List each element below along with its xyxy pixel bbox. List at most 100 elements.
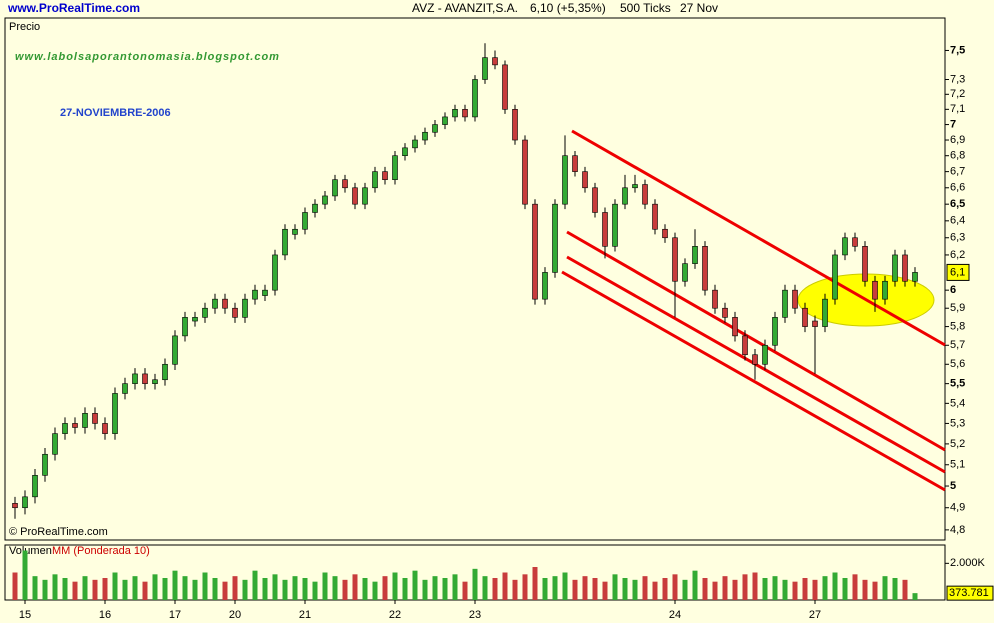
candle xyxy=(482,43,488,84)
candle xyxy=(472,75,478,122)
candle-body xyxy=(292,228,298,235)
y-tick-label: 5,9 xyxy=(950,302,965,314)
candle xyxy=(172,330,178,371)
candle-body xyxy=(522,139,528,205)
candle xyxy=(412,135,418,153)
candle-body xyxy=(582,171,588,189)
candle xyxy=(22,490,28,515)
candle xyxy=(772,311,778,351)
volume-bar xyxy=(372,581,378,600)
volume-bar xyxy=(582,576,588,600)
candle-body xyxy=(102,423,108,434)
x-tick-label: 15 xyxy=(19,609,31,621)
volume-bar xyxy=(382,576,388,600)
candle-body xyxy=(122,383,128,394)
candle-body xyxy=(702,246,708,291)
y-tick-label: 7,2 xyxy=(950,88,965,100)
candle xyxy=(402,143,408,161)
candle-body xyxy=(782,289,788,318)
volume-title: Volumen xyxy=(9,545,52,557)
candle xyxy=(702,241,708,296)
volume-bar xyxy=(302,578,308,600)
candle xyxy=(602,207,608,259)
candle xyxy=(422,127,428,145)
volume-bar xyxy=(792,581,798,600)
candle-body xyxy=(642,184,648,205)
candle xyxy=(902,249,908,287)
volume-bar xyxy=(622,578,628,600)
site: www.ProRealTime.com xyxy=(7,1,140,15)
y-tick-label: 5,6 xyxy=(950,358,965,370)
candle xyxy=(872,275,878,312)
candle xyxy=(442,112,448,130)
volume-bar xyxy=(712,581,718,600)
volume-bar xyxy=(282,579,288,600)
candle-body xyxy=(862,246,868,282)
candle-body xyxy=(442,116,448,125)
candle xyxy=(72,417,78,434)
volume-bar xyxy=(592,578,598,600)
candle xyxy=(52,427,58,461)
candle-body xyxy=(22,496,28,509)
candle-body xyxy=(722,307,728,318)
volume-bar xyxy=(772,576,778,600)
volume-bar xyxy=(252,570,258,600)
candle xyxy=(292,224,298,240)
candle-body xyxy=(332,179,338,197)
trend-line xyxy=(571,129,946,347)
x-tick-label: 17 xyxy=(169,609,181,621)
candle-body xyxy=(562,155,568,205)
y-tick-label: 6,6 xyxy=(950,182,965,194)
candle xyxy=(352,182,358,210)
y-tick-label: 6,3 xyxy=(950,232,965,244)
candle xyxy=(812,315,818,374)
candle xyxy=(452,104,458,122)
volume-bar xyxy=(142,581,148,600)
volume-bar xyxy=(732,579,738,600)
candle xyxy=(622,174,628,210)
candle-body xyxy=(832,254,838,300)
candle xyxy=(192,311,198,327)
y-tick-label: 5,7 xyxy=(950,339,965,351)
candle-body xyxy=(262,289,268,296)
candle xyxy=(792,284,798,314)
volume-bar xyxy=(902,579,908,600)
candle-body xyxy=(452,109,458,118)
candle xyxy=(802,302,808,333)
candle xyxy=(382,166,388,185)
volume-bar xyxy=(522,574,528,600)
copyright: © ProRealTime.com xyxy=(9,526,108,538)
candle-body xyxy=(152,379,158,384)
candle-body xyxy=(902,254,908,282)
candle xyxy=(742,330,748,361)
candle xyxy=(152,373,158,390)
candle-body xyxy=(612,203,618,247)
candle-body xyxy=(362,187,368,205)
candle xyxy=(522,135,528,210)
candle xyxy=(552,199,558,278)
volume-bar xyxy=(542,578,548,600)
volume-bar xyxy=(502,572,508,600)
candle xyxy=(112,387,118,440)
y-tick-label: 5,1 xyxy=(950,459,965,471)
candle-body xyxy=(492,57,498,66)
candle-body xyxy=(602,212,608,247)
volume-bar xyxy=(422,579,428,600)
candle xyxy=(122,377,128,400)
candle xyxy=(132,368,138,390)
volume-bar xyxy=(112,572,118,600)
candle-body xyxy=(372,171,378,189)
candle xyxy=(712,284,718,314)
candle-body xyxy=(402,147,408,157)
volume-bar xyxy=(62,578,68,600)
candle-body xyxy=(432,124,438,133)
y-tick-label: 7,1 xyxy=(950,103,965,115)
candle xyxy=(302,207,308,235)
volume-bar xyxy=(402,578,408,600)
volume-bar xyxy=(512,579,518,600)
candle-body xyxy=(322,195,328,205)
candle-body xyxy=(852,237,858,247)
candle-body xyxy=(302,212,308,230)
x-tick-label: 27 xyxy=(809,609,821,621)
candle xyxy=(362,182,368,210)
